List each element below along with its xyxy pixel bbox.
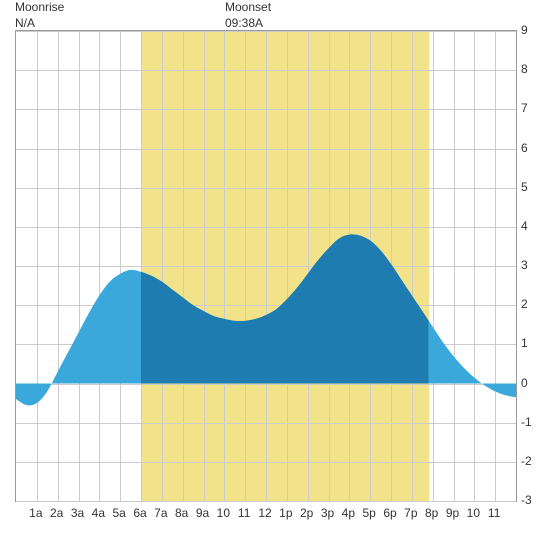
moonset-value: 09:38A: [225, 16, 271, 32]
x-tick-label: 6p: [383, 506, 396, 520]
x-tick-label: 1p: [279, 506, 292, 520]
x-tick-label: 11: [238, 506, 250, 520]
x-tick-label: 7p: [404, 506, 417, 520]
x-tick-label: 4a: [92, 506, 105, 520]
tide-chart-container: Moonrise N/A Moonset 09:38A -3-2-1012345…: [0, 0, 550, 550]
moonrise-block: Moonrise N/A: [15, 0, 64, 31]
x-tick-label: 6a: [133, 506, 146, 520]
x-tick-label: 9p: [446, 506, 459, 520]
chart-plot-area: [15, 30, 517, 502]
y-tick-label: 4: [521, 219, 541, 233]
x-tick-label: 8p: [425, 506, 438, 520]
x-tick-label: 3a: [71, 506, 84, 520]
x-tick-label: 10: [467, 506, 480, 520]
y-tick-label: 7: [521, 101, 541, 115]
x-tick-label: 5p: [362, 506, 375, 520]
x-tick-label: 12: [258, 506, 271, 520]
x-tick-label: 2p: [300, 506, 313, 520]
x-tick-label: 4p: [342, 506, 355, 520]
x-tick-label: 5a: [112, 506, 125, 520]
y-tick-label: -2: [521, 454, 541, 468]
tide-curve: [16, 31, 516, 501]
x-tick-label: 9a: [196, 506, 209, 520]
x-tick-label: 10: [217, 506, 230, 520]
moonset-block: Moonset 09:38A: [225, 0, 271, 31]
y-tick-label: 3: [521, 258, 541, 272]
y-tick-label: 1: [521, 336, 541, 350]
x-tick-label: 11: [488, 506, 500, 520]
x-tick-label: 1a: [29, 506, 42, 520]
y-tick-label: -1: [521, 415, 541, 429]
moonset-label: Moonset: [225, 0, 271, 16]
y-tick-label: 5: [521, 180, 541, 194]
x-tick-label: 7a: [154, 506, 167, 520]
x-tick-label: 3p: [321, 506, 334, 520]
y-tick-label: 2: [521, 297, 541, 311]
y-tick-label: 8: [521, 62, 541, 76]
y-tick-label: 9: [521, 23, 541, 37]
x-tick-label: 2a: [50, 506, 63, 520]
y-tick-label: -3: [521, 493, 541, 507]
moonrise-value: N/A: [15, 16, 64, 32]
y-tick-label: 0: [521, 376, 541, 390]
x-tick-label: 8a: [175, 506, 188, 520]
moonrise-label: Moonrise: [15, 0, 64, 16]
y-tick-label: 6: [521, 141, 541, 155]
